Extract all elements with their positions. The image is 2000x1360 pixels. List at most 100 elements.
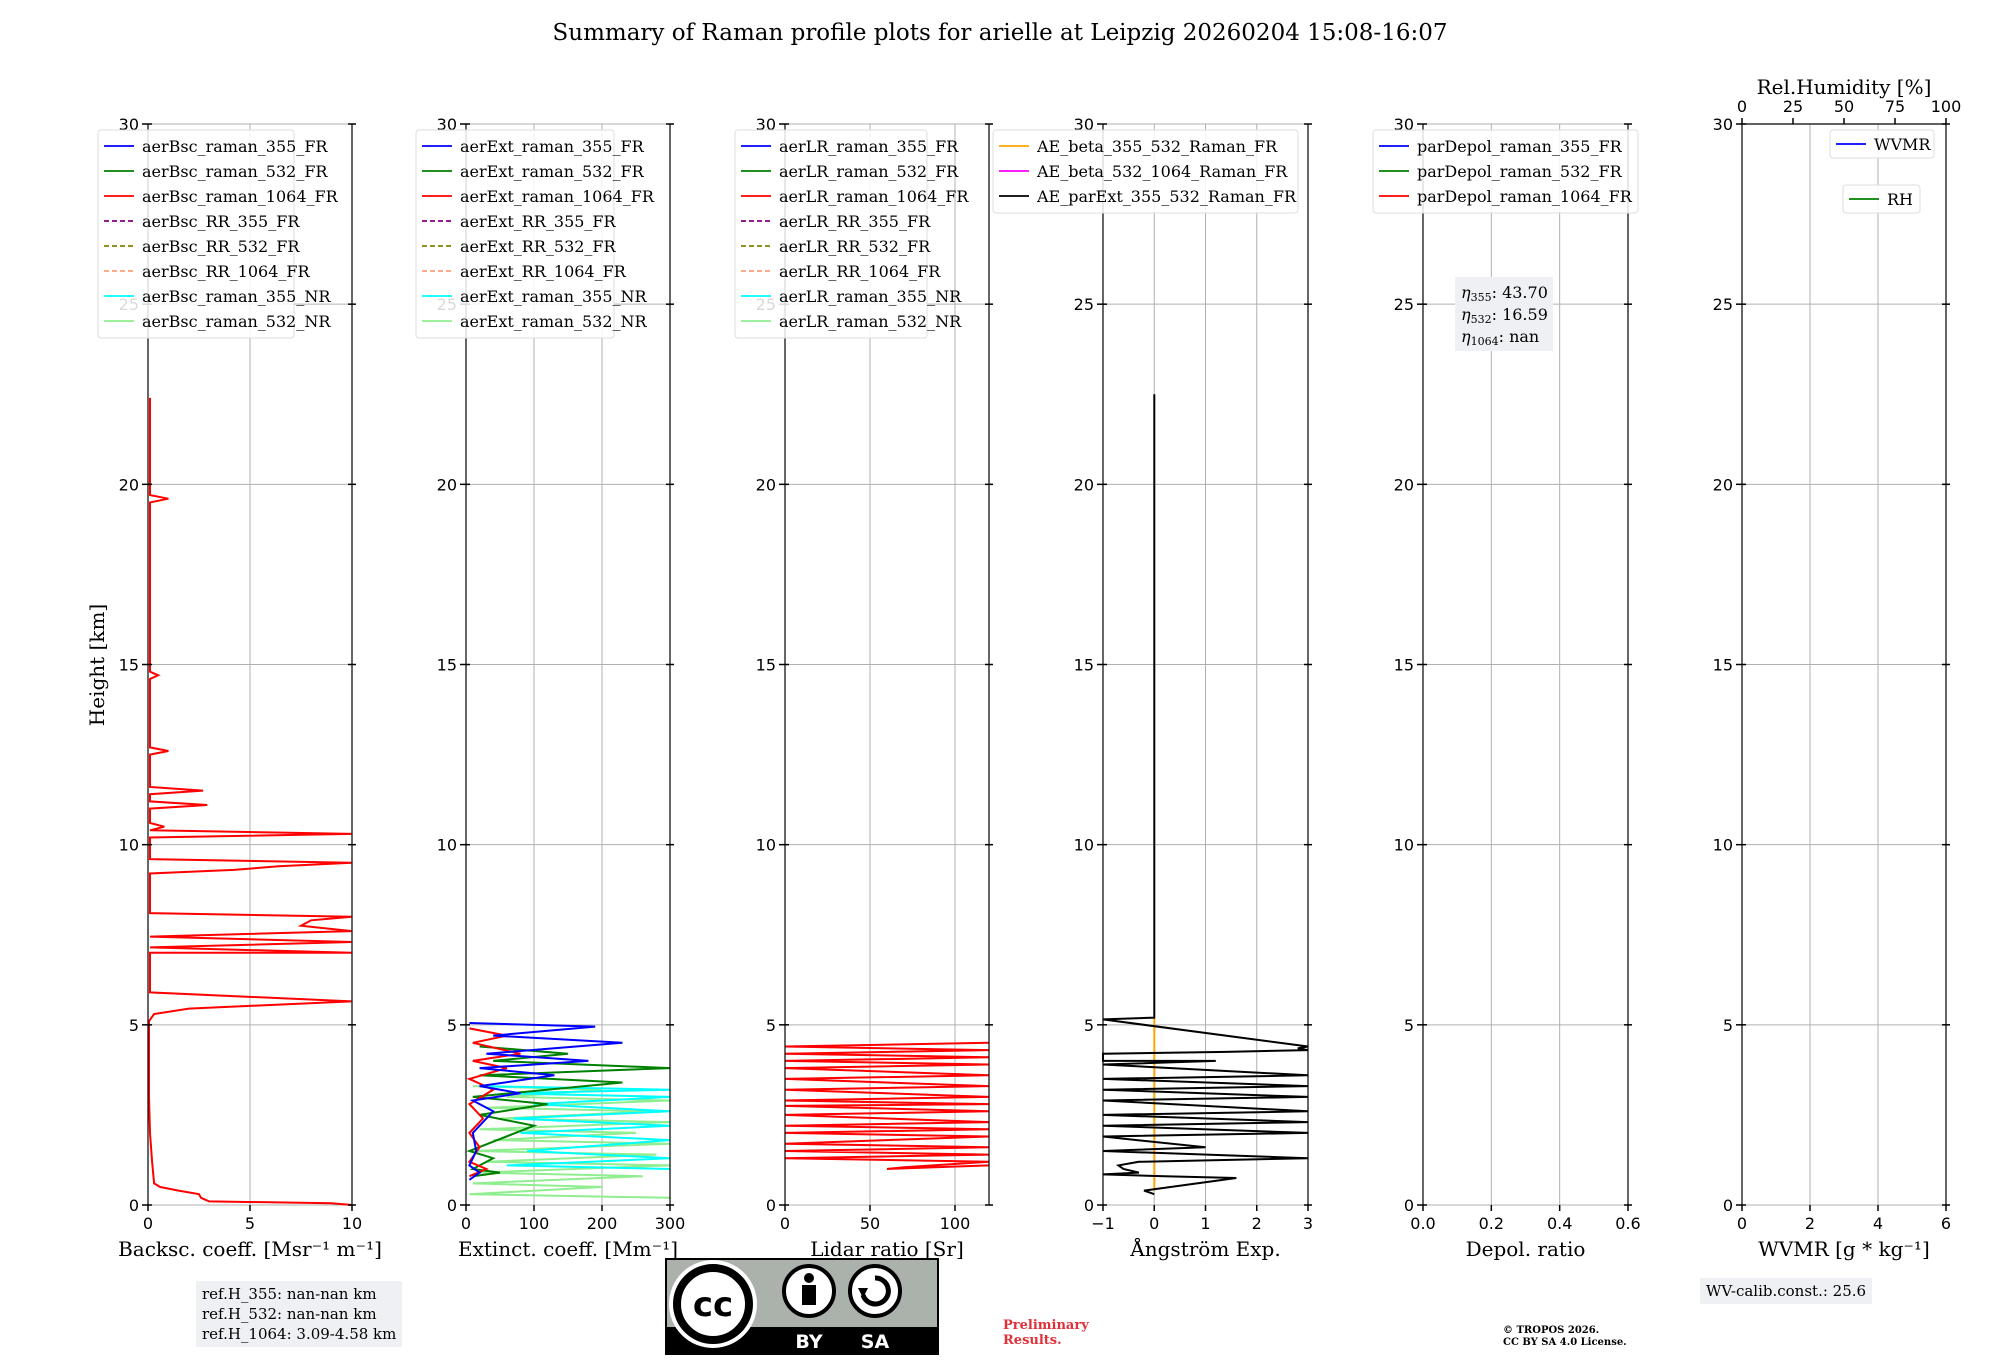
panel-bsc: 0510152025300510Backsc. coeff. [Msr⁻¹ m⁻… <box>97 115 382 1261</box>
y-tick-label: 0 <box>129 1196 139 1215</box>
x-axis-label: Depol. ratio <box>1466 1237 1586 1261</box>
legend-box <box>992 129 1299 214</box>
series-aerExt_raman_355_FR <box>468 1022 623 1181</box>
y-tick-label: 0 <box>766 1196 776 1215</box>
by-label: BY <box>795 1331 822 1353</box>
annotation-box <box>1455 277 1553 351</box>
top-tick-label: 75 <box>1885 97 1905 116</box>
x-axis-label: Ångström Exp. <box>1129 1236 1280 1261</box>
y-tick-label: 20 <box>119 475 139 494</box>
legend-box <box>415 129 615 339</box>
x-tick-label: 1 <box>1200 1214 1210 1233</box>
legend-label: aerLR_raman_1064_FR <box>779 187 969 206</box>
legend-label: aerLR_raman_532_NR <box>779 312 962 331</box>
x-tick-label: 0.0 <box>1410 1214 1435 1233</box>
y-tick-label: 10 <box>1713 836 1733 855</box>
legend-label: aerLR_RR_355_FR <box>779 212 931 231</box>
x-axis-label: Lidar ratio [Sr] <box>810 1237 964 1261</box>
y-tick-label: 0 <box>1084 1196 1094 1215</box>
y-tick-label: 20 <box>1713 475 1733 494</box>
ref-height-532: ref.H_532: nan-nan km <box>202 1305 377 1323</box>
x-tick-label: 4 <box>1873 1214 1883 1233</box>
wv-calibration-box: WV-calib.const.: 25.6 <box>1700 1278 1873 1304</box>
sa-share-icon <box>848 1264 902 1318</box>
x-tick-label: 5 <box>245 1214 255 1233</box>
y-tick-label: 20 <box>1074 475 1094 494</box>
y-tick-label: 5 <box>1723 1016 1733 1035</box>
x-tick-label: 0 <box>1149 1214 1159 1233</box>
ref-height-1064: ref.H_1064: 3.09-4.58 km <box>202 1325 397 1343</box>
x-tick-label: 300 <box>655 1214 686 1233</box>
y-tick-label: 10 <box>1074 836 1094 855</box>
panel-depol: 0 5 10 15 20 25 30 0.0 0.2 0.4 0.6 Depol. ratio parD… <box>1372 115 1641 1261</box>
x-tick-label: 100 <box>940 1214 971 1233</box>
y-tick-label: 0 <box>1723 1196 1733 1215</box>
y-tick-label: 0 <box>1404 1196 1414 1215</box>
y-tick-label: 25 <box>1713 295 1733 314</box>
legend-label: aerLR_RR_532_FR <box>779 237 931 256</box>
legend-label: parDepol_raman_355_FR <box>1417 137 1623 156</box>
x-tick-label: 100 <box>519 1214 550 1233</box>
legend-bsc: aerBsc_raman_355_FR aerBsc_raman_532_FRae… <box>97 129 339 339</box>
legend-box <box>1842 184 1921 214</box>
legend-box <box>1372 129 1639 214</box>
x-tick-label: 50 <box>860 1214 880 1233</box>
x-tick-label: 2 <box>1805 1214 1815 1233</box>
x-tick-label: 0.4 <box>1547 1214 1572 1233</box>
series-aerExt_raman_355_NR <box>479 1085 671 1170</box>
x-tick-label: 0 <box>461 1214 471 1233</box>
y-tick-label: 15 <box>437 656 457 675</box>
legend-box <box>97 129 295 339</box>
y-tick-label: 20 <box>1394 475 1414 494</box>
legend-label: AE_beta_355_532_Raman_FR <box>1036 137 1278 156</box>
y-tick-label: 5 <box>129 1016 139 1035</box>
y-tick-label: 5 <box>447 1016 457 1035</box>
x-tick-label: 0 <box>143 1214 153 1233</box>
legend-label: aerExt_raman_1064_FR <box>460 187 655 206</box>
top-tick-label: 25 <box>1783 97 1803 116</box>
x-tick-label: −1 <box>1091 1214 1115 1233</box>
x-tick-label: 10 <box>342 1214 362 1233</box>
panel-lr: 051015202530050100Lidar ratio [Sr]aerLR_… <box>734 115 993 1261</box>
top-axis-label: Rel.Humidity [%] <box>1757 75 1932 99</box>
legend-wv-0: WVMR <box>1829 129 1935 159</box>
y-tick-label: 15 <box>756 656 776 675</box>
legend-label: AE_parExt_355_532_Raman_FR <box>1036 187 1297 206</box>
legend-label: aerLR_RR_1064_FR <box>779 262 941 281</box>
y-tick-label: 20 <box>437 475 457 494</box>
y-tick-label: 15 <box>1074 656 1094 675</box>
legend-label: AE_beta_532_1064_Raman_FR <box>1036 162 1288 181</box>
legend-label: aerBsc_raman_532_NR <box>142 312 331 331</box>
legend-label: aerExt_RR_1064_FR <box>460 262 627 281</box>
y-tick-label: 30 <box>119 115 139 134</box>
top-tick-label: 0 <box>1737 97 1747 116</box>
y-tick-label: 5 <box>1404 1016 1414 1035</box>
legend-label: aerLR_raman_355_FR <box>779 137 959 156</box>
eta-1064: η1064: nan <box>1461 327 1539 348</box>
legend-label: aerExt_raman_532_NR <box>460 312 648 331</box>
y-tick-label: 10 <box>756 836 776 855</box>
legend-box <box>1829 129 1935 159</box>
legend-lr: aerLR_raman_355_FR aerLR_raman_532_FR aerL… <box>734 129 969 339</box>
x-tick-label: 0 <box>780 1214 790 1233</box>
y-tick-label: 30 <box>756 115 776 134</box>
y-tick-label: 25 <box>1394 295 1414 314</box>
person-head <box>804 1273 814 1283</box>
y-tick-label: 15 <box>1394 656 1414 675</box>
legend-label: aerExt_raman_355_FR <box>460 137 645 156</box>
legend-label: aerExt_RR_532_FR <box>460 237 617 256</box>
legend-label: aerBsc_RR_1064_FR <box>142 262 311 281</box>
preliminary-line-2: Results. <box>1003 1333 1062 1348</box>
y-tick-label: 15 <box>1713 656 1733 675</box>
y-tick-label: 20 <box>756 475 776 494</box>
reference-height-box: ref.H_355: nan-nan km ref.H_532: nan-nan… <box>196 1281 403 1347</box>
y-tick-label: 30 <box>1074 115 1094 134</box>
legend-wv-1: RH <box>1842 184 1921 214</box>
copyright-note: © TROPOS 2026. CC BY SA 4.0 License. <box>1503 1325 1627 1349</box>
sa-label: SA <box>861 1331 890 1353</box>
legend-box <box>734 129 928 339</box>
ref-height-355: ref.H_355: nan-nan km <box>202 1285 377 1303</box>
